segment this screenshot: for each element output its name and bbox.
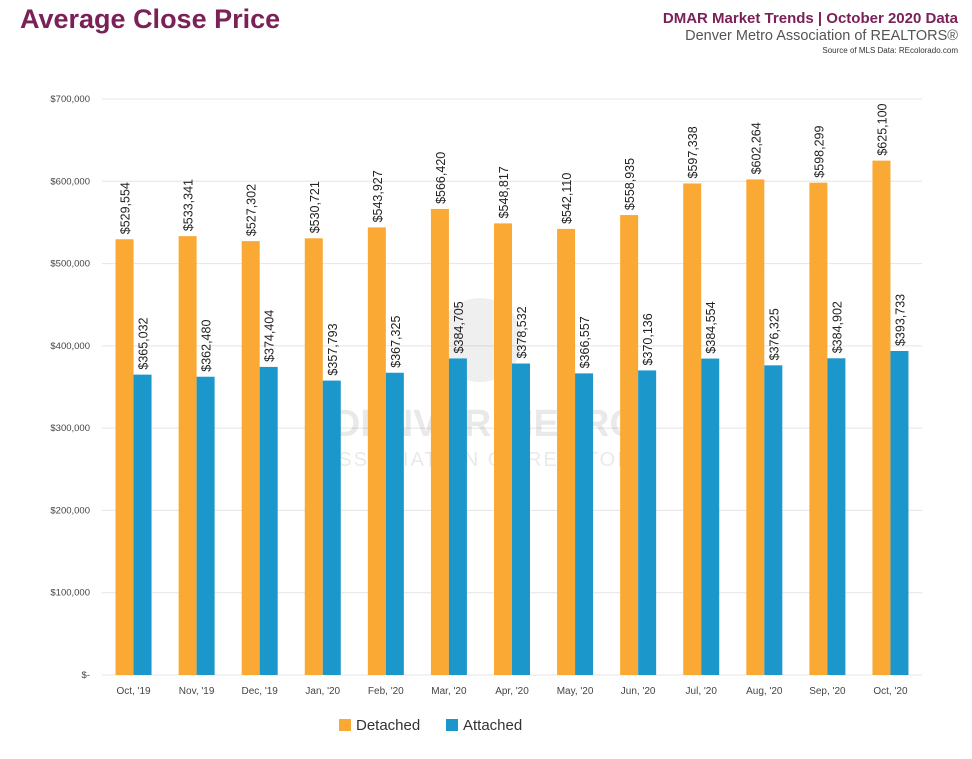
data-label-attached: $366,557 [578,316,592,368]
data-label-attached: $384,554 [704,301,718,353]
bar-detached [620,215,639,675]
data-label-detached: $625,100 [875,103,889,155]
y-tick-label: $600,000 [50,176,90,187]
data-label-detached: $530,721 [308,181,322,233]
data-source-note: Source of MLS Data: REcolorado.com [822,46,958,55]
data-label-attached: $376,325 [767,308,781,360]
data-label-detached: $566,420 [434,152,448,204]
data-label-attached: $370,136 [641,313,655,365]
data-label-attached: $393,733 [893,294,907,346]
bar-detached [178,236,197,676]
bar-attached [638,370,657,675]
legend-swatch-detached [339,719,351,731]
bar-attached [890,351,909,675]
data-label-attached: $374,404 [263,310,277,362]
bar-attached [259,366,278,675]
bar-detached [241,241,260,676]
x-tick-label: Oct, '20 [873,686,908,697]
legend-label-attached: Attached [463,717,522,734]
bar-detached [367,227,386,675]
x-tick-label: Jan, '20 [305,686,340,697]
bar-detached [304,238,323,676]
x-tick-label: Jul, '20 [686,686,718,697]
y-tick-label: $400,000 [50,341,90,352]
x-tick-label: Feb, '20 [368,686,404,697]
bar-detached [872,160,891,675]
y-axis: $- $100,000 $200,000 $300,000 $400,000 $500,0… [50,94,90,681]
data-label-attached: $357,793 [326,323,340,375]
legend: Detached Attached [339,717,522,734]
data-label-attached: $362,480 [200,320,214,372]
bar-detached [683,183,702,675]
y-tick-label: $100,000 [50,588,90,599]
x-axis: Oct, '19 Nov, '19 Dec, '19 Jan, '20 Feb, '20… [116,686,908,697]
x-tick-label: Jun, '20 [621,686,656,697]
bar-attached [385,372,404,675]
x-tick-label: May, '20 [557,686,594,697]
x-tick-label: Oct, '19 [116,686,151,697]
bar-detached [430,208,449,676]
bar-attached [512,363,530,675]
bar-attached [575,373,594,675]
bar-attached [133,374,152,675]
data-label-detached: $533,341 [182,179,196,231]
bar-attached [764,365,783,675]
data-label-detached: $529,554 [119,182,133,234]
x-tick-label: Mar, '20 [431,686,467,697]
data-label-detached: $602,264 [749,122,763,174]
report-name: DMAR Market Trends | October 2020 Data [662,10,958,27]
bar-detached [494,223,512,675]
data-label-detached: $548,817 [497,166,511,218]
y-tick-label: $200,000 [50,505,90,516]
data-label-attached: $384,705 [452,301,466,353]
y-tick-label: $500,000 [50,259,90,270]
data-label-detached: $597,338 [686,126,700,178]
data-label-detached: $558,935 [623,158,637,210]
organization-name: Denver Metro Association of REALTORS® [685,28,958,44]
bar-attached [196,376,215,675]
y-tick-label: $700,000 [50,94,90,105]
x-tick-label: Apr, '20 [495,686,529,697]
data-label-attached: $384,902 [830,301,844,353]
x-tick-label: Nov, '19 [179,686,215,697]
x-tick-label: Dec, '19 [242,686,279,697]
data-label-attached: $365,032 [137,317,151,369]
data-label-detached: $527,302 [245,184,259,236]
bar-attached [322,380,341,675]
data-label-attached: $367,325 [389,316,403,368]
x-tick-label: Aug, '20 [746,686,783,697]
chart-title: Average Close Price [20,4,281,34]
data-label-detached: $543,927 [371,170,385,222]
bar-detached [115,239,134,675]
bar-attached [448,358,467,675]
data-label-attached: $378,532 [515,306,529,358]
data-label-detached: $542,110 [560,173,574,224]
y-tick-label: $- [82,670,90,681]
bar-detached [746,179,765,675]
bar-detached [557,228,576,676]
legend-swatch-attached [446,719,458,731]
y-tick-label: $300,000 [50,423,90,434]
data-labels: $529,554 $365,032 $533,341 $362,480 $527,302… [119,103,908,375]
bar-attached [701,358,720,675]
bar-detached [809,182,828,675]
legend-label-detached: Detached [356,717,420,734]
bars [115,160,909,676]
x-tick-label: Sep, '20 [809,686,846,697]
data-label-detached: $598,299 [812,126,826,178]
bar-attached [827,358,846,675]
